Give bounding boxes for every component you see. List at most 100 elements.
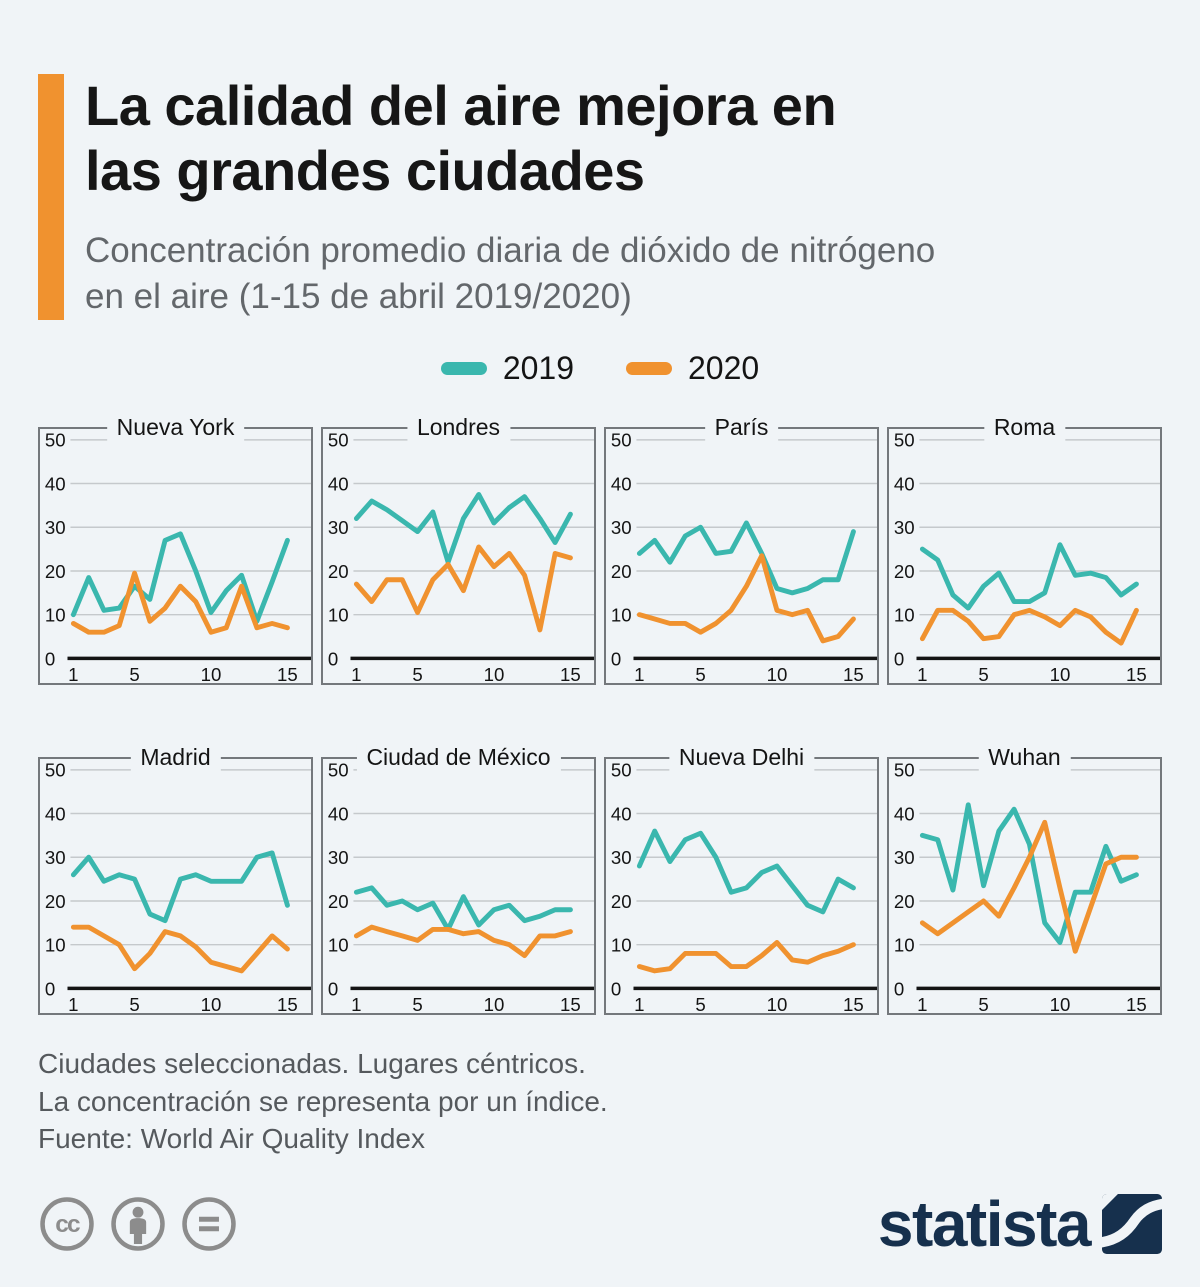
note-line-1: Ciudades seleccionadas. Lugares céntrico… <box>38 1048 586 1080</box>
y-tick-label: 30 <box>45 517 66 538</box>
y-tick-label: 40 <box>328 474 349 495</box>
chart-panel-nueva-delhi: Nueva Delhi 0 10 20 30 40 50 1 5 10 15 <box>604 744 879 1016</box>
note-line-2: La concentración se representa por un ín… <box>38 1085 608 1117</box>
series-line-2019 <box>70 850 290 924</box>
series-line-2019 <box>636 520 856 596</box>
legend-item-2020: 2020 <box>626 350 759 387</box>
y-tick-label: 0 <box>611 649 621 670</box>
y-tick-label: 40 <box>611 804 632 825</box>
y-tick-label: 50 <box>894 430 915 451</box>
y-tick-label: 50 <box>611 430 632 451</box>
y-tick-label: 30 <box>328 847 349 868</box>
x-tick-label: 15 <box>560 994 581 1013</box>
x-tick-label: 5 <box>412 664 422 683</box>
x-tick-label: 5 <box>129 994 139 1013</box>
y-tick-label: 0 <box>45 979 55 1000</box>
chart-title: Wuhan <box>978 744 1071 772</box>
y-tick-label: 10 <box>611 935 632 956</box>
chart-panel-roma: Roma 0 10 20 30 40 50 1 5 10 15 <box>887 414 1162 686</box>
chart-panel-wuhan: Wuhan 0 10 20 30 40 50 1 5 10 15 <box>887 744 1162 1016</box>
x-tick-label: 5 <box>695 664 705 683</box>
y-tick-label: 30 <box>611 517 632 538</box>
series-line-2019 <box>636 828 856 915</box>
y-tick-label: 0 <box>328 649 338 670</box>
chart-panel-nueva-york: Nueva York 0 10 20 30 40 50 1 5 10 15 <box>38 414 313 686</box>
cc-icon[interactable]: cc <box>38 1195 96 1253</box>
x-tick-label: 5 <box>978 994 988 1013</box>
footer-notes: Ciudades seleccionadas. Lugares céntrico… <box>38 1045 1162 1158</box>
cc-no-derivatives-icon[interactable] <box>180 1195 238 1253</box>
x-tick-label: 15 <box>843 994 864 1013</box>
x-tick-label: 15 <box>277 664 298 683</box>
chart-title: Nueva Delhi <box>668 744 815 772</box>
page-subtitle-line1: Concentración promedio diaria de dióxido… <box>85 230 936 270</box>
y-tick-label: 20 <box>611 561 632 582</box>
x-tick-label: 5 <box>978 664 988 683</box>
legend: 2019 2020 <box>0 350 1200 387</box>
y-tick-label: 40 <box>894 474 915 495</box>
legend-label: 2019 <box>502 350 574 387</box>
y-tick-label: 50 <box>611 760 632 781</box>
charts-grid: Nueva York 0 10 20 30 40 50 1 5 10 15 Londres 0 10 20 3… <box>38 414 1162 1016</box>
chart-title: París <box>704 414 779 442</box>
y-tick-label: 20 <box>611 891 632 912</box>
statista-logo[interactable]: statista <box>878 1192 1162 1256</box>
x-tick-label: 15 <box>560 664 581 683</box>
y-tick-label: 10 <box>45 605 66 626</box>
legend-swatch-2019 <box>440 362 487 376</box>
y-tick-label: 10 <box>611 605 632 626</box>
series-line-2020 <box>70 570 290 635</box>
y-tick-label: 30 <box>894 517 915 538</box>
source-note: Fuente: World Air Quality Index <box>38 1123 425 1155</box>
y-tick-label: 30 <box>45 847 66 868</box>
y-tick-label: 50 <box>328 760 349 781</box>
page-subtitle: Concentración promedio diaria de dióxido… <box>85 228 935 320</box>
y-tick-label: 0 <box>611 979 621 1000</box>
chart-panel-madrid: Madrid 0 10 20 30 40 50 1 5 10 15 <box>38 744 313 1016</box>
y-tick-label: 50 <box>45 430 66 451</box>
x-tick-label: 15 <box>843 664 864 683</box>
x-tick-label: 1 <box>634 664 644 683</box>
page-title-line2: las grandes ciudades <box>85 138 645 202</box>
x-tick-label: 10 <box>484 994 505 1013</box>
chart-title: Roma <box>983 414 1066 442</box>
x-tick-label: 5 <box>129 664 139 683</box>
legend-label: 2020 <box>688 350 760 387</box>
x-tick-label: 10 <box>767 664 788 683</box>
chart-title: Madrid <box>130 744 221 772</box>
y-tick-label: 50 <box>894 760 915 781</box>
y-tick-label: 20 <box>45 561 66 582</box>
series-line-2020 <box>353 924 573 959</box>
y-tick-label: 10 <box>894 605 915 626</box>
x-tick-label: 10 <box>201 994 222 1013</box>
x-tick-label: 10 <box>767 994 788 1013</box>
license-icons[interactable]: cc <box>38 1195 238 1253</box>
y-tick-label: 40 <box>894 804 915 825</box>
series-line-2020 <box>919 608 1139 646</box>
y-tick-label: 10 <box>45 935 66 956</box>
y-tick-label: 40 <box>611 474 632 495</box>
cc-attribution-icon[interactable] <box>109 1195 167 1253</box>
y-tick-label: 20 <box>328 891 349 912</box>
svg-text:cc: cc <box>55 1211 80 1238</box>
x-tick-label: 5 <box>695 994 705 1013</box>
x-tick-label: 1 <box>634 994 644 1013</box>
y-tick-label: 20 <box>45 891 66 912</box>
y-tick-label: 10 <box>328 935 349 956</box>
y-tick-label: 30 <box>894 847 915 868</box>
chart-title: Ciudad de México <box>356 744 561 772</box>
accent-bar <box>38 74 64 321</box>
statista-wordmark: statista <box>877 1187 1092 1260</box>
y-tick-label: 40 <box>45 804 66 825</box>
page-title: La calidad del aire mejora en las grande… <box>85 74 935 204</box>
x-tick-label: 10 <box>201 664 222 683</box>
series-line-2019 <box>353 885 573 933</box>
y-tick-label: 40 <box>328 804 349 825</box>
x-tick-label: 15 <box>1126 664 1147 683</box>
page-subtitle-line2: en el aire (1-15 de abril 2019/2020) <box>85 277 632 317</box>
page-title-line1: La calidad del aire mejora en <box>85 74 837 137</box>
